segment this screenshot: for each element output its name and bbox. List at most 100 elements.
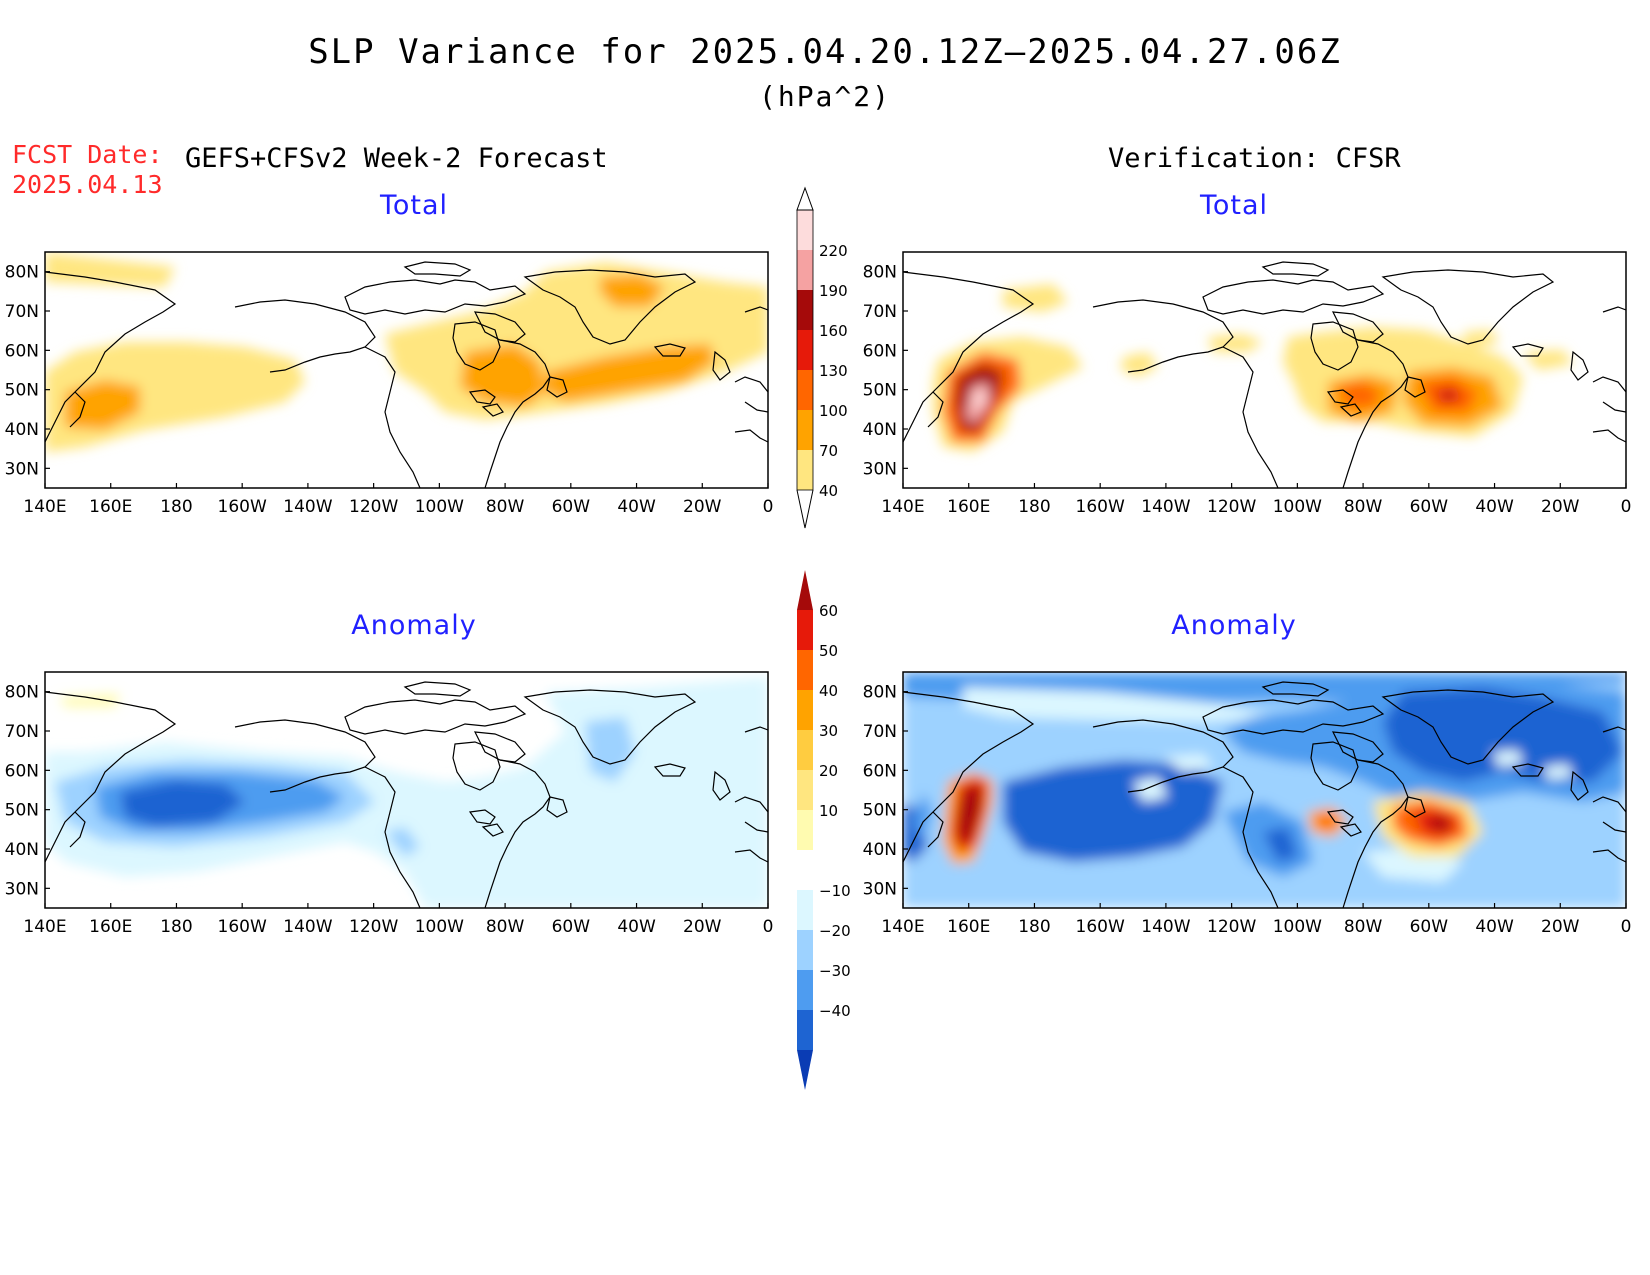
- x-tick-label-verification-total: 0: [1621, 497, 1632, 517]
- y-tick-label-verification-total: 40N: [863, 420, 897, 440]
- x-tick-label-verification-anomaly: 40W: [1475, 917, 1514, 937]
- x-tick-label-verification-anomaly: 100W: [1273, 917, 1322, 937]
- x-tick-label-forecast-anomaly: 100W: [415, 917, 464, 937]
- x-tick-label-forecast-anomaly: 140W: [283, 917, 332, 937]
- x-tick-label-forecast-anomaly: 140E: [23, 917, 66, 937]
- colorbar-anomaly-label: −20: [819, 922, 851, 940]
- x-tick-label-verification-anomaly: 180: [1018, 917, 1050, 937]
- y-tick-label-verification-anomaly: 80N: [863, 683, 897, 703]
- panel-subtitle-verification-anomaly: Anomaly: [1171, 610, 1297, 641]
- colorbar-total-bin: [797, 410, 813, 450]
- y-tick-label-forecast-anomaly: 40N: [5, 840, 39, 860]
- colorbar-anomaly-bin: [797, 650, 813, 690]
- x-tick-label-verification-anomaly: 140E: [881, 917, 924, 937]
- colorbar-total-label: 40: [819, 482, 838, 500]
- colorbar-total-head: [796, 186, 814, 211]
- colorbar-total: 40 70 100 130 160 190 220: [796, 186, 848, 529]
- x-tick-label-verification-anomaly: 80W: [1344, 917, 1383, 937]
- colorbar-anomaly-label: 10: [819, 802, 838, 820]
- colorbar-total-label: 100: [819, 402, 848, 420]
- x-tick-label-forecast-total: 180: [160, 497, 192, 517]
- y-tick-label-forecast-anomaly: 30N: [5, 879, 39, 899]
- y-tick-label-forecast-anomaly: 60N: [5, 761, 39, 781]
- y-tick-label-verification-anomaly: 60N: [863, 761, 897, 781]
- y-tick-label-verification-anomaly: 30N: [863, 879, 897, 899]
- colorbar-total-bin: [797, 370, 813, 410]
- map-verification-anomaly: [902, 671, 1627, 909]
- panel-subtitle-verification-total: Total: [1199, 190, 1269, 221]
- colorbar-total-label: 160: [819, 322, 848, 340]
- colorbar-anomaly-bin: [797, 690, 813, 730]
- colorbar-anomaly-label: −40: [819, 1002, 851, 1020]
- x-tick-label-forecast-total: 100W: [415, 497, 464, 517]
- colorbar-anomaly-bin: [797, 890, 813, 930]
- x-tick-label-forecast-total: 120W: [349, 497, 398, 517]
- colorbar-anomaly-bin: [797, 810, 813, 850]
- y-tick-label-forecast-anomaly: 70N: [5, 722, 39, 742]
- colorbar-anomaly-label: −30: [819, 962, 851, 980]
- panel-subtitle-forecast-total: Total: [379, 190, 449, 221]
- y-tick-label-verification-anomaly: 50N: [863, 801, 897, 821]
- x-tick-label-forecast-anomaly: 160W: [218, 917, 267, 937]
- colorbar-anomaly-bin: [797, 1010, 813, 1050]
- x-tick-label-verification-anomaly: 60W: [1410, 917, 1449, 937]
- x-tick-label-forecast-total: 20W: [683, 497, 722, 517]
- x-tick-label-verification-total: 20W: [1541, 497, 1580, 517]
- colorbar-anomaly-label: 40: [819, 682, 838, 700]
- colorbar-anomaly-bin: [797, 850, 813, 890]
- x-tick-label-verification-anomaly: 20W: [1541, 917, 1580, 937]
- verification-header: Verification: CFSR: [1108, 143, 1401, 174]
- colorbar-total-label: 220: [819, 242, 848, 260]
- x-tick-label-forecast-total: 160W: [218, 497, 267, 517]
- x-tick-label-forecast-anomaly: 180: [160, 917, 192, 937]
- colorbar-total-tail: [796, 489, 814, 529]
- x-tick-label-forecast-anomaly: 60W: [552, 917, 591, 937]
- y-tick-label-forecast-total: 50N: [5, 381, 39, 401]
- main-title: SLP Variance for 2025.04.20.12Z–2025.04.…: [308, 32, 1342, 72]
- x-tick-label-verification-anomaly: 120W: [1207, 917, 1256, 937]
- y-tick-label-verification-total: 60N: [863, 341, 897, 361]
- y-tick-label-forecast-anomaly: 50N: [5, 801, 39, 821]
- colorbar-total-bin: [797, 210, 813, 250]
- x-tick-label-verification-total: 140E: [881, 497, 924, 517]
- colorbar-anomaly-label: 50: [819, 642, 838, 660]
- colorbar-total-bin: [797, 290, 813, 330]
- x-tick-label-forecast-anomaly: 80W: [486, 917, 525, 937]
- colorbar-total-bin: [797, 330, 813, 370]
- x-tick-label-forecast-anomaly: 0: [763, 917, 774, 937]
- x-tick-label-forecast-total: 60W: [552, 497, 591, 517]
- forecast-header: GEFS+CFSv2 Week-2 Forecast: [185, 143, 608, 174]
- y-tick-label-verification-total: 30N: [863, 459, 897, 479]
- colorbar-anomaly-label: 60: [819, 602, 838, 620]
- axis-ticks: 140E 160E 180 160W 140W 120W 100W 80W 60W 40W 20W 0…: [5, 263, 1632, 937]
- y-tick-label-forecast-total: 70N: [5, 302, 39, 322]
- y-tick-label-verification-total: 80N: [863, 263, 897, 283]
- x-tick-label-forecast-anomaly: 40W: [617, 917, 656, 937]
- x-tick-label-verification-total: 80W: [1344, 497, 1383, 517]
- y-tick-label-verification-total: 50N: [863, 381, 897, 401]
- colorbar-anomaly-bin: [797, 730, 813, 770]
- x-tick-label-verification-anomaly: 0: [1621, 917, 1632, 937]
- colorbar-anomaly-bin: [797, 610, 813, 650]
- x-tick-label-verification-anomaly: 160W: [1076, 917, 1125, 937]
- colorbar-total-label: 130: [819, 362, 848, 380]
- x-tick-label-verification-anomaly: 140W: [1141, 917, 1190, 937]
- x-tick-label-forecast-total: 80W: [486, 497, 525, 517]
- x-tick-label-verification-total: 160E: [947, 497, 990, 517]
- colorbar-anomaly-label: 20: [819, 762, 838, 780]
- x-tick-label-forecast-anomaly: 120W: [349, 917, 398, 937]
- map-forecast-total: [44, 251, 769, 489]
- y-tick-label-forecast-total: 60N: [5, 341, 39, 361]
- x-tick-label-forecast-total: 0: [763, 497, 774, 517]
- x-tick-label-forecast-total: 140E: [23, 497, 66, 517]
- x-tick-label-forecast-anomaly: 20W: [683, 917, 722, 937]
- map-forecast-anomaly: [44, 671, 769, 909]
- colorbar-anomaly-bin: [797, 970, 813, 1010]
- x-tick-label-forecast-total: 160E: [89, 497, 132, 517]
- colorbar-anomaly-bin: [797, 930, 813, 970]
- x-tick-label-verification-anomaly: 160E: [947, 917, 990, 937]
- colorbar-total-bin: [797, 250, 813, 290]
- units-label: (hPa^2): [758, 80, 891, 113]
- x-tick-label-verification-total: 40W: [1475, 497, 1514, 517]
- map-verification-total: [902, 251, 1627, 489]
